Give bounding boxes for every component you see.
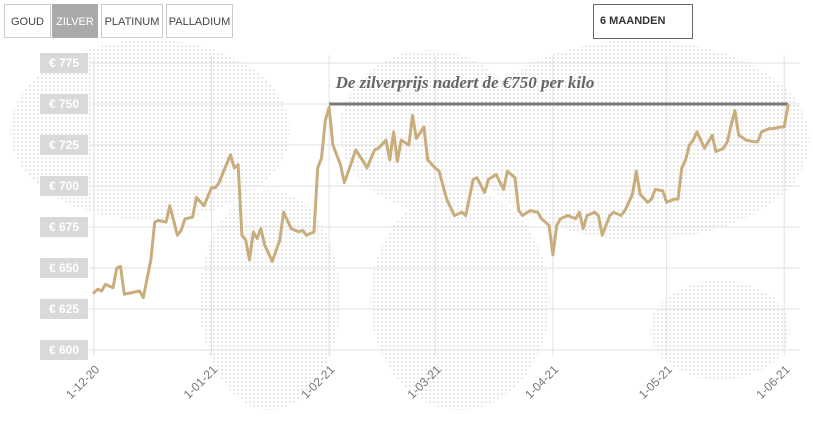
metal-tab[interactable]: GOUD [4, 4, 51, 38]
metal-tab[interactable]: ZILVER [52, 4, 98, 38]
x-tick-label: 1-12-20 [63, 362, 102, 401]
y-tick-label: € 600 [49, 343, 79, 357]
y-tick-box [40, 299, 88, 319]
y-tick-box [40, 135, 88, 155]
metal-tab[interactable]: PALLADIUM [166, 4, 233, 38]
price-line [92, 104, 790, 299]
y-tick-box [40, 53, 88, 73]
y-tick-label: € 700 [49, 179, 79, 193]
y-tick-box [40, 340, 88, 360]
y-tick-box [40, 176, 88, 196]
x-tick-label: 1-01-21 [181, 362, 220, 401]
x-tick-label: 1-05-21 [636, 362, 675, 401]
y-tick-label: € 650 [49, 261, 79, 275]
y-tick-label: € 625 [49, 302, 79, 316]
metal-tab[interactable]: PLATINUM [101, 4, 163, 38]
period-select[interactable]: 6 MAANDEN [593, 4, 693, 39]
world-map-background [10, 40, 810, 410]
y-tick-label: € 675 [49, 220, 79, 234]
y-tick-label: € 750 [49, 97, 79, 111]
y-tick-label: € 775 [49, 56, 79, 70]
y-tick-label: € 725 [49, 138, 79, 152]
y-tick-box [40, 94, 88, 114]
y-tick-box [40, 258, 88, 278]
annotation-text: De zilverprijs nadert de €750 per kilo [335, 73, 595, 92]
y-tick-box [40, 217, 88, 237]
